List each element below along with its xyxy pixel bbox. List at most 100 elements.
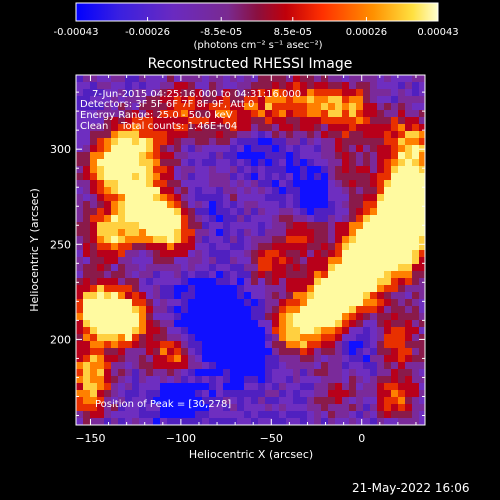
heatmap-cell <box>293 124 300 131</box>
heatmap-cell <box>90 369 97 376</box>
heatmap-cell <box>370 355 377 362</box>
heatmap-cell <box>251 103 258 110</box>
heatmap-cell <box>321 75 328 82</box>
heatmap-cell <box>335 369 342 376</box>
heatmap-cell <box>118 145 125 152</box>
heatmap-cell <box>188 117 195 124</box>
heatmap-cell <box>111 376 118 383</box>
heatmap-cell <box>209 313 216 320</box>
heatmap-cell <box>405 369 412 376</box>
heatmap-cell <box>412 271 419 278</box>
heatmap-cell <box>258 222 265 229</box>
heatmap-cell <box>230 236 237 243</box>
heatmap-cell <box>76 250 83 257</box>
heatmap-cell <box>398 285 405 292</box>
heatmap-cell <box>335 327 342 334</box>
heatmap-cell <box>384 103 391 110</box>
heatmap-cell <box>216 201 223 208</box>
heatmap-cell <box>370 306 377 313</box>
heatmap-cell <box>181 257 188 264</box>
heatmap-cell <box>377 152 384 159</box>
heatmap-cell <box>321 250 328 257</box>
heatmap-cell <box>405 306 412 313</box>
heatmap-cell <box>90 327 97 334</box>
heatmap-cell <box>153 138 160 145</box>
heatmap-cell <box>391 159 398 166</box>
heatmap-cell <box>139 320 146 327</box>
heatmap-cell <box>132 229 139 236</box>
heatmap-cell <box>412 187 419 194</box>
heatmap-cell <box>370 404 377 411</box>
heatmap-cell <box>272 362 279 369</box>
heatmap-cell <box>181 215 188 222</box>
heatmap-cell <box>321 278 328 285</box>
heatmap-cell <box>314 110 321 117</box>
heatmap-cell <box>76 152 83 159</box>
heatmap-cell <box>398 180 405 187</box>
heatmap-cell <box>321 355 328 362</box>
heatmap-cell <box>307 306 314 313</box>
heatmap-cell <box>272 229 279 236</box>
heatmap-cell <box>209 89 216 96</box>
heatmap-cell <box>286 110 293 117</box>
heatmap-cell <box>419 124 425 131</box>
heatmap-cell <box>97 152 104 159</box>
heatmap-cell <box>405 110 412 117</box>
heatmap-cell <box>111 243 118 250</box>
heatmap-cell <box>167 313 174 320</box>
heatmap-cell <box>321 138 328 145</box>
heatmap-cell <box>356 131 363 138</box>
heatmap-cell <box>139 383 146 390</box>
heatmap-cell <box>356 194 363 201</box>
heatmap-cell <box>132 313 139 320</box>
rhessi-image-plot: Reconstructed RHESSI Image −150 −100 −50 0 … <box>28 56 426 461</box>
heatmap-cell <box>230 173 237 180</box>
heatmap-cell <box>195 348 202 355</box>
heatmap-cell <box>83 75 90 82</box>
heatmap-cell <box>76 82 83 89</box>
heatmap-cell <box>90 257 97 264</box>
heatmap-cell <box>111 103 118 110</box>
heatmap-cell <box>363 229 370 236</box>
heatmap-cell <box>377 236 384 243</box>
heatmap-cell <box>90 124 97 131</box>
heatmap-cell <box>272 397 279 404</box>
heatmap-cell <box>188 411 195 418</box>
heatmap-cell <box>272 313 279 320</box>
heatmap-cell <box>412 397 419 404</box>
heatmap-cell <box>258 166 265 173</box>
heatmap-cell <box>111 271 118 278</box>
heatmap-cell <box>314 96 321 103</box>
heatmap-cell <box>307 271 314 278</box>
heatmap-cell <box>363 89 370 96</box>
heatmap-cell <box>307 313 314 320</box>
heatmap-cell <box>370 131 377 138</box>
heatmap-cell <box>230 215 237 222</box>
heatmap-cell <box>405 320 412 327</box>
heatmap-cell <box>286 243 293 250</box>
heatmap-cell <box>167 159 174 166</box>
heatmap-cell <box>83 376 90 383</box>
heatmap-cell <box>104 313 111 320</box>
heatmap-cell <box>160 215 167 222</box>
heatmap-cell <box>335 236 342 243</box>
heatmap-cell <box>146 292 153 299</box>
heatmap-cell <box>174 138 181 145</box>
heatmap-cell <box>391 103 398 110</box>
heatmap-cell <box>104 187 111 194</box>
heatmap-cell <box>153 411 160 418</box>
heatmap-cell <box>167 131 174 138</box>
heatmap-cell <box>202 124 209 131</box>
heatmap-cell <box>97 327 104 334</box>
heatmap-cell <box>405 124 412 131</box>
heatmap-cell <box>251 236 258 243</box>
heatmap-cell <box>251 159 258 166</box>
heatmap-cell <box>300 194 307 201</box>
heatmap-cell <box>237 348 244 355</box>
heatmap-cell <box>118 355 125 362</box>
heatmap-cell <box>370 243 377 250</box>
heatmap-cell <box>391 327 398 334</box>
heatmap-cell <box>181 320 188 327</box>
heatmap-cell <box>97 271 104 278</box>
heatmap-cell <box>335 152 342 159</box>
